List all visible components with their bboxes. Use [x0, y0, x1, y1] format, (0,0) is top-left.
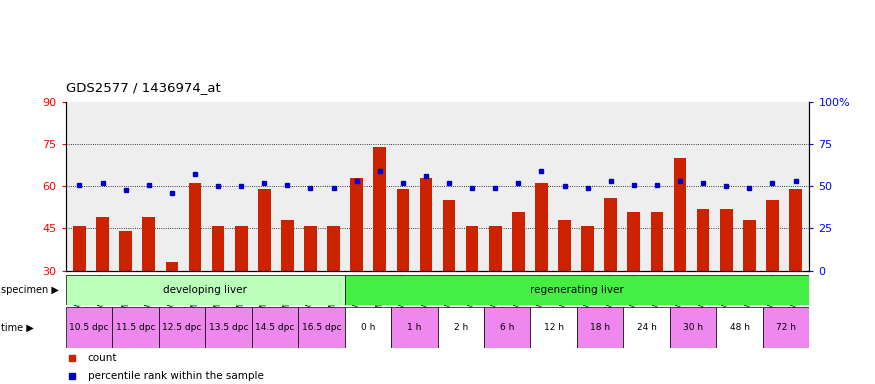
Bar — [298, 307, 345, 348]
Text: 24 h: 24 h — [637, 323, 656, 332]
Bar — [158, 307, 205, 348]
Bar — [66, 275, 345, 305]
Bar — [304, 226, 317, 271]
Bar — [484, 307, 530, 348]
Text: 16.5 dpc: 16.5 dpc — [302, 323, 341, 332]
Bar — [627, 212, 640, 271]
Bar — [530, 307, 577, 348]
Bar — [674, 158, 686, 271]
Bar — [189, 184, 201, 271]
Bar — [438, 307, 484, 348]
Bar — [96, 217, 108, 271]
Bar — [66, 307, 112, 348]
Text: 13.5 dpc: 13.5 dpc — [208, 323, 248, 332]
Bar — [466, 226, 479, 271]
Bar — [670, 307, 717, 348]
Bar — [512, 212, 525, 271]
Text: 12.5 dpc: 12.5 dpc — [162, 323, 201, 332]
Bar — [581, 226, 594, 271]
Bar — [558, 220, 570, 271]
Text: 0 h: 0 h — [360, 323, 375, 332]
Text: developing liver: developing liver — [163, 285, 247, 295]
Bar — [696, 209, 710, 271]
Text: percentile rank within the sample: percentile rank within the sample — [88, 371, 263, 381]
Bar — [165, 262, 178, 271]
Bar — [605, 197, 617, 271]
Bar — [212, 226, 224, 271]
Bar — [345, 275, 809, 305]
Text: 11.5 dpc: 11.5 dpc — [116, 323, 155, 332]
Text: 1 h: 1 h — [407, 323, 422, 332]
Text: 72 h: 72 h — [776, 323, 796, 332]
Bar — [350, 178, 363, 271]
Bar — [258, 189, 270, 271]
Bar — [717, 307, 763, 348]
Text: 2 h: 2 h — [453, 323, 468, 332]
Bar — [281, 220, 294, 271]
Text: 6 h: 6 h — [500, 323, 514, 332]
Bar — [143, 217, 155, 271]
Bar — [536, 184, 548, 271]
Text: 12 h: 12 h — [543, 323, 564, 332]
Bar — [766, 200, 779, 271]
Bar — [234, 226, 248, 271]
Text: 18 h: 18 h — [590, 323, 610, 332]
Bar — [252, 307, 298, 348]
Bar — [74, 226, 86, 271]
Text: 10.5 dpc: 10.5 dpc — [69, 323, 108, 332]
Bar — [763, 307, 809, 348]
Text: 48 h: 48 h — [730, 323, 750, 332]
Bar — [420, 178, 432, 271]
Bar — [577, 307, 623, 348]
Bar — [396, 189, 410, 271]
Bar — [112, 307, 158, 348]
Bar — [651, 212, 663, 271]
Text: count: count — [88, 353, 117, 362]
Bar — [345, 307, 391, 348]
Bar — [391, 307, 438, 348]
Bar — [789, 189, 802, 271]
Text: regenerating liver: regenerating liver — [530, 285, 624, 295]
Bar — [327, 226, 340, 271]
Text: GDS2577 / 1436974_at: GDS2577 / 1436974_at — [66, 81, 220, 94]
Bar — [443, 200, 455, 271]
Bar — [623, 307, 670, 348]
Bar — [374, 147, 386, 271]
Text: time ▶: time ▶ — [1, 322, 33, 333]
Bar — [119, 231, 132, 271]
Bar — [720, 209, 732, 271]
Text: specimen ▶: specimen ▶ — [1, 285, 59, 295]
Text: 30 h: 30 h — [683, 323, 704, 332]
Bar — [743, 220, 756, 271]
Bar — [205, 307, 252, 348]
Bar — [489, 226, 501, 271]
Text: 14.5 dpc: 14.5 dpc — [255, 323, 295, 332]
